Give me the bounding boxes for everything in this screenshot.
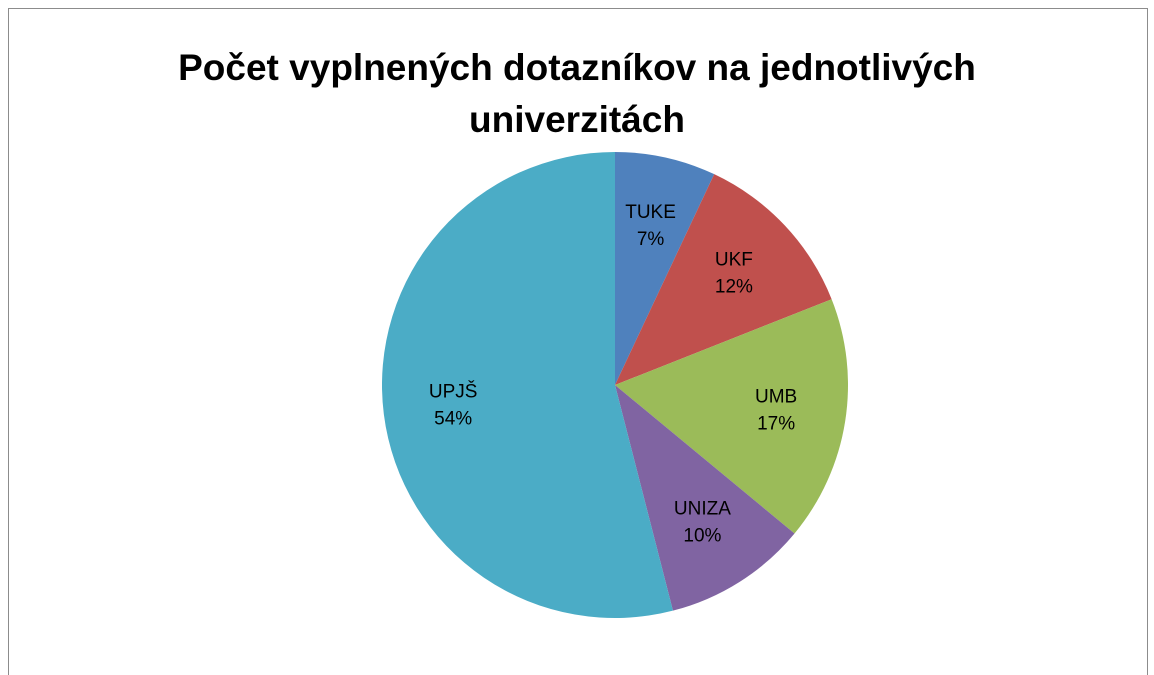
slice-value-label: 12% [715, 276, 753, 297]
pie-slice [615, 152, 715, 385]
slice-label: UPJŠ [429, 380, 478, 402]
pie-slice [382, 151, 673, 619]
slice-value-label: 54% [434, 408, 472, 429]
slice-label: UMB [755, 387, 797, 408]
pie-slice [615, 174, 832, 385]
pie-slice [615, 385, 795, 611]
slice-label: TUKE [625, 202, 676, 223]
pie-slice [615, 299, 848, 534]
chart-title: Počet vyplnených dotazníkov na jednotliv… [178, 47, 976, 140]
chart-frame [8, 8, 1148, 675]
slice-value-label: 7% [637, 229, 665, 250]
slice-value-label: 10% [683, 526, 721, 547]
slice-label: UNIZA [674, 499, 731, 520]
slice-value-label: 17% [757, 414, 795, 435]
slice-label: UKF [715, 249, 753, 270]
